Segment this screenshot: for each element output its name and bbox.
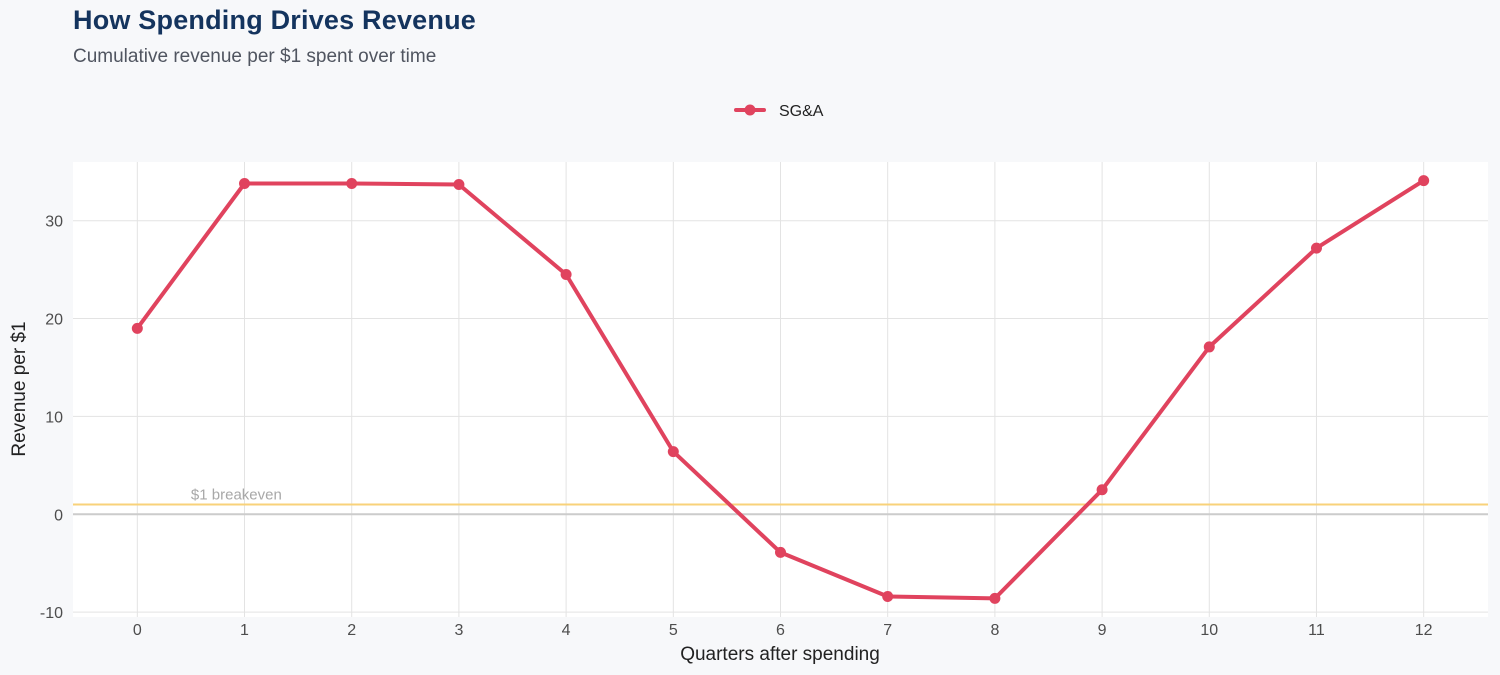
data-point [775, 546, 786, 558]
y-axis-title: Revenue per $1 [9, 321, 30, 456]
data-point [453, 179, 465, 191]
y-tick-label: -10 [40, 605, 63, 622]
breakeven-label: $1 breakeven [191, 486, 282, 503]
data-point [346, 178, 358, 190]
x-tick-label: 7 [883, 622, 892, 639]
data-point [667, 446, 679, 458]
data-point [882, 590, 894, 602]
grid-lines [73, 162, 1488, 617]
y-tick-label: 10 [45, 409, 63, 426]
legend-swatch-point [744, 104, 756, 116]
x-tick-label: 0 [133, 622, 142, 639]
legend-label: SG&A [779, 103, 824, 120]
x-tick-label: 10 [1200, 622, 1218, 639]
x-tick-label: 8 [990, 622, 999, 639]
data-point [989, 592, 1001, 604]
data-point [1096, 484, 1108, 496]
reference-line-layer: $1 breakeven [73, 486, 1488, 506]
x-tick-label: 11 [1308, 622, 1325, 639]
y-tick-label: 30 [45, 214, 63, 231]
x-tick-label: 1 [240, 622, 249, 639]
y-axis-ticks: -10 0 10 20 30 [40, 214, 63, 622]
x-tick-label: 2 [347, 622, 356, 639]
series-layer [131, 175, 1430, 604]
data-point [560, 269, 572, 281]
data-point [1310, 242, 1322, 254]
chart-title: How Spending Drives Revenue [73, 5, 476, 35]
data-point [1203, 341, 1215, 353]
data-point [1418, 175, 1430, 187]
x-tick-label: 3 [454, 622, 463, 639]
y-tick-label: 20 [45, 312, 63, 329]
x-tick-label: 9 [1098, 622, 1107, 639]
x-axis-title: Quarters after spending [680, 644, 880, 665]
x-tick-label: 5 [669, 622, 678, 639]
x-tick-label: 4 [562, 622, 571, 639]
x-tick-label: 6 [776, 622, 785, 639]
data-point [239, 178, 251, 190]
y-tick-label: 0 [54, 507, 63, 524]
legend: SG&A [734, 103, 824, 120]
x-tick-label: 12 [1415, 622, 1433, 639]
x-axis-ticks: 0 1 2 3 4 5 6 7 8 9 10 11 12 [133, 622, 1433, 639]
data-point [131, 322, 143, 334]
chart-subtitle: Cumulative revenue per $1 spent over tim… [73, 46, 437, 67]
